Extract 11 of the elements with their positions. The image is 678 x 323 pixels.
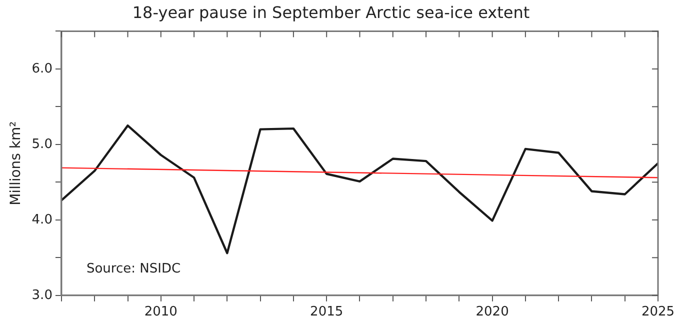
x-tick-label: 2010 — [144, 304, 178, 320]
y-tick-label: 6.0 — [32, 61, 52, 76]
y-tick-label: 3.0 — [32, 288, 52, 303]
x-tick-label: 2020 — [476, 304, 509, 320]
y-tick-label: 4.0 — [32, 212, 52, 228]
x-tick-label: 2025 — [641, 304, 675, 320]
x-tick-label: 2015 — [310, 304, 344, 320]
y-tick-label: 5.0 — [32, 136, 52, 152]
annotation: Source: NSIDC — [86, 261, 181, 276]
y-axis-title: Millions km² — [8, 121, 24, 206]
chart-title: 18-year pause in September Arctic sea-ice extent — [132, 2, 530, 22]
